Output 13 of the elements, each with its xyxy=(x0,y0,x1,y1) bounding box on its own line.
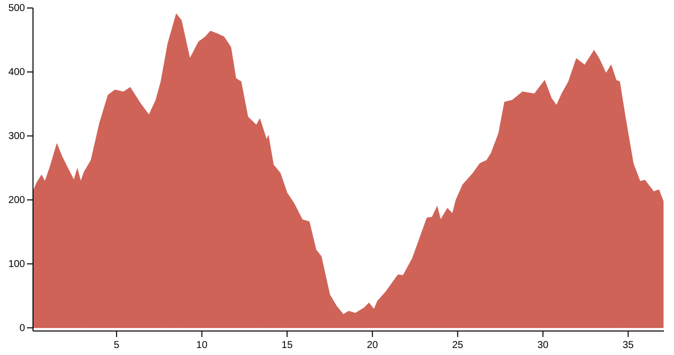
y-tick-label: 500 xyxy=(8,3,26,14)
y-tick-label: 400 xyxy=(8,67,26,78)
x-tick-label: 15 xyxy=(282,340,294,351)
y-tick-label: 200 xyxy=(8,195,26,206)
y-tick-label: 300 xyxy=(8,131,26,142)
x-tick-label: 20 xyxy=(366,340,378,351)
x-tick-label: 35 xyxy=(622,340,634,351)
x-tick-label: 25 xyxy=(452,340,464,351)
x-tick-label: 10 xyxy=(196,340,208,351)
x-tick-label: 30 xyxy=(537,340,549,351)
y-tick-label: 0 xyxy=(19,323,26,334)
y-tick-label: 100 xyxy=(8,259,26,270)
x-tick-label: 5 xyxy=(114,340,120,351)
